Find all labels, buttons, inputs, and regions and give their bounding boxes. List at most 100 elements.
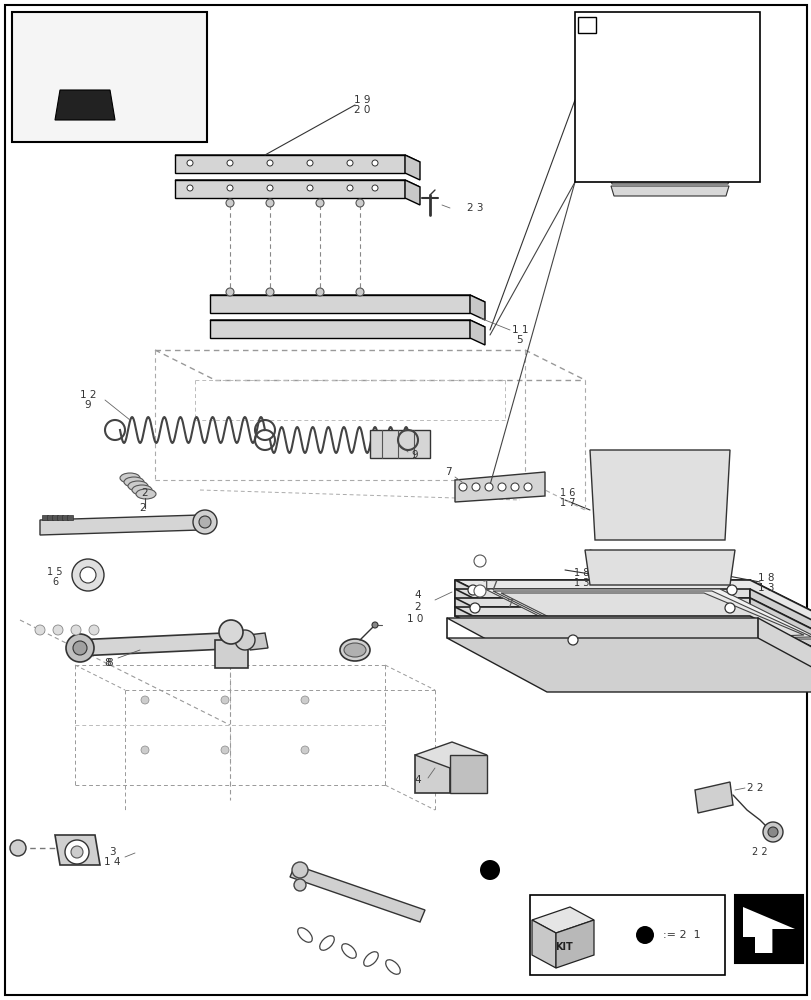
Polygon shape [449, 755, 487, 793]
Polygon shape [454, 580, 749, 589]
Circle shape [654, 30, 684, 60]
Circle shape [315, 288, 324, 296]
Polygon shape [210, 295, 470, 313]
Polygon shape [62, 515, 68, 520]
Text: 1 5: 1 5 [47, 567, 62, 577]
Text: 9: 9 [84, 400, 91, 410]
Circle shape [71, 846, 83, 858]
Circle shape [35, 625, 45, 635]
Polygon shape [15, 30, 155, 130]
Text: 1 6: 1 6 [560, 488, 575, 498]
Polygon shape [454, 607, 554, 666]
Polygon shape [247, 633, 268, 650]
Polygon shape [454, 598, 554, 657]
Text: 1: 1 [581, 18, 588, 31]
Polygon shape [484, 589, 811, 639]
Circle shape [301, 696, 309, 704]
Circle shape [497, 483, 505, 491]
Text: 2 2: 2 2 [746, 783, 762, 793]
Text: 2 2: 2 2 [751, 847, 767, 857]
Polygon shape [609, 125, 729, 150]
Polygon shape [75, 632, 247, 656]
Circle shape [474, 555, 486, 567]
Circle shape [568, 635, 577, 645]
Polygon shape [290, 865, 424, 922]
Circle shape [119, 59, 131, 71]
Text: 9: 9 [411, 450, 418, 460]
Polygon shape [470, 295, 484, 320]
Text: 1 4: 1 4 [104, 857, 120, 867]
Circle shape [484, 483, 492, 491]
Polygon shape [67, 515, 73, 520]
Text: 8: 8 [106, 658, 114, 668]
Circle shape [193, 510, 217, 534]
Polygon shape [52, 515, 58, 520]
Circle shape [73, 641, 87, 655]
Circle shape [470, 603, 479, 613]
Circle shape [227, 160, 233, 166]
Text: 2: 2 [141, 488, 148, 498]
Circle shape [80, 567, 96, 583]
Text: 1 8: 1 8 [573, 568, 589, 578]
Polygon shape [492, 591, 811, 641]
Ellipse shape [124, 477, 144, 487]
Polygon shape [454, 589, 749, 598]
Circle shape [292, 862, 307, 878]
Circle shape [767, 827, 777, 837]
Polygon shape [742, 907, 794, 953]
Text: := 2  1: := 2 1 [663, 930, 700, 940]
Polygon shape [405, 155, 419, 180]
Circle shape [307, 160, 312, 166]
Text: 2: 2 [139, 503, 146, 513]
Circle shape [65, 840, 89, 864]
Text: 4: 4 [414, 590, 421, 600]
Circle shape [71, 625, 81, 635]
Text: 1 7: 1 7 [560, 498, 575, 508]
Circle shape [510, 483, 518, 491]
Text: 4: 4 [414, 775, 421, 785]
Circle shape [371, 185, 378, 191]
Polygon shape [500, 593, 803, 643]
Text: 1 3: 1 3 [757, 583, 774, 593]
Polygon shape [531, 907, 594, 933]
Text: 2 3: 2 3 [466, 203, 483, 213]
Circle shape [227, 185, 233, 191]
Text: 1 1: 1 1 [511, 325, 528, 335]
Polygon shape [215, 640, 247, 668]
Text: 1 3: 1 3 [573, 578, 589, 588]
Polygon shape [584, 550, 734, 585]
Circle shape [471, 483, 479, 491]
Circle shape [266, 288, 273, 296]
Polygon shape [749, 589, 811, 648]
Ellipse shape [340, 639, 370, 661]
Circle shape [187, 185, 193, 191]
Circle shape [219, 620, 242, 644]
Polygon shape [55, 835, 100, 865]
Polygon shape [57, 515, 63, 520]
Ellipse shape [132, 485, 152, 495]
Polygon shape [55, 90, 115, 120]
Polygon shape [749, 598, 811, 657]
Text: 2 0: 2 0 [354, 105, 370, 115]
Polygon shape [42, 515, 48, 520]
Polygon shape [694, 782, 732, 813]
Polygon shape [724, 115, 737, 135]
Circle shape [199, 516, 211, 528]
Circle shape [355, 199, 363, 207]
Circle shape [479, 860, 500, 880]
Circle shape [307, 185, 312, 191]
Polygon shape [210, 295, 484, 302]
Circle shape [266, 199, 273, 207]
Polygon shape [607, 162, 732, 172]
Text: 6: 6 [52, 577, 58, 587]
Polygon shape [454, 598, 749, 607]
Polygon shape [556, 920, 594, 968]
Circle shape [294, 879, 306, 891]
Circle shape [726, 585, 736, 595]
Circle shape [474, 585, 486, 597]
Polygon shape [175, 180, 419, 187]
Polygon shape [608, 174, 730, 184]
Circle shape [635, 926, 653, 944]
Polygon shape [446, 638, 811, 692]
Polygon shape [610, 186, 728, 196]
